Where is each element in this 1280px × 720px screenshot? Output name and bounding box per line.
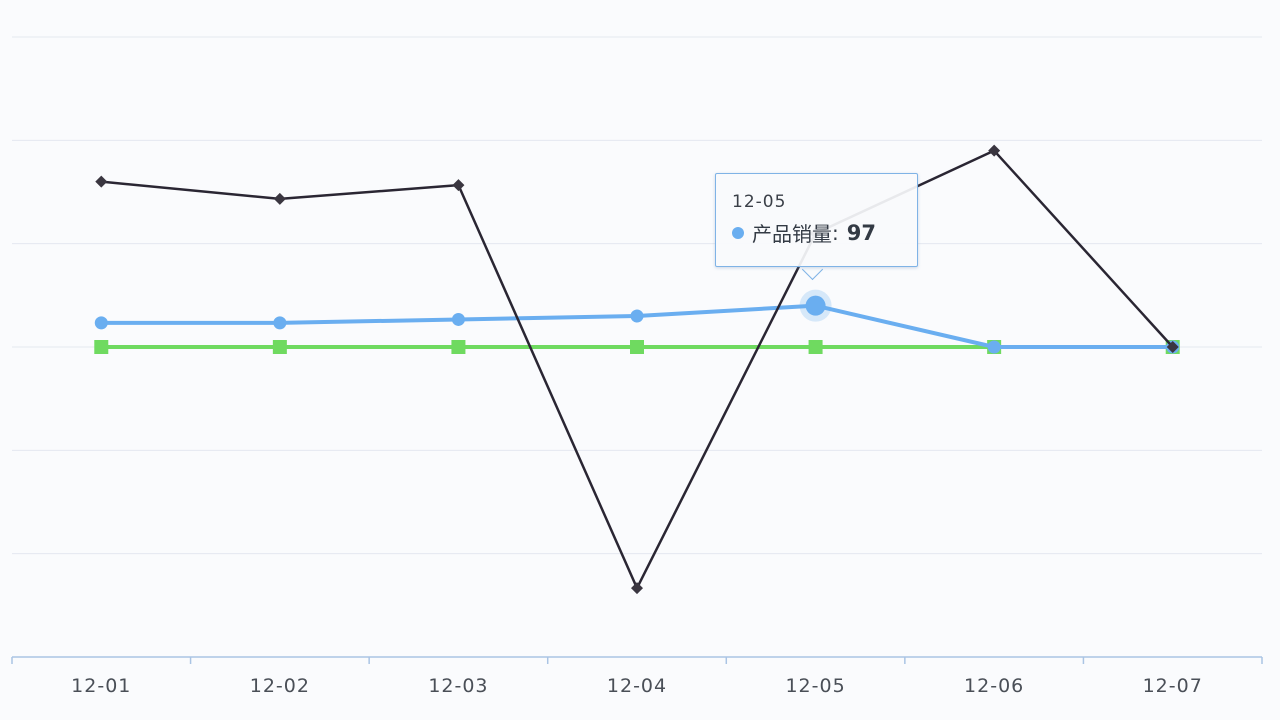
data-point[interactable]: [630, 340, 644, 354]
data-point[interactable]: [272, 340, 287, 354]
x-axis: 12-01 12-02 12-03 12-04 12-05 12-06 12-07: [11, 656, 1263, 697]
data-point[interactable]: [273, 192, 286, 205]
grid-lines: [12, 36, 1262, 555]
x-tick-label: 12-07: [1143, 675, 1203, 697]
data-point[interactable]: [988, 144, 1001, 157]
tooltip-value: 97: [846, 220, 876, 245]
tooltip: 12-05 产品销量 : 97: [715, 173, 918, 267]
data-point[interactable]: [94, 316, 108, 330]
series-layer: [94, 144, 1180, 595]
data-point[interactable]: [1166, 341, 1179, 353]
x-tick-label: 12-05: [785, 675, 845, 697]
tooltip-title: 12-05: [732, 192, 787, 212]
data-point[interactable]: [273, 316, 287, 330]
x-tick-label: 12-03: [428, 675, 488, 697]
x-tick-label: 12-04: [607, 675, 667, 697]
data-point[interactable]: [452, 179, 465, 192]
tooltip-series-name: 产品销量: [752, 222, 832, 246]
data-point[interactable]: [630, 309, 644, 323]
series-line: [101, 149, 1174, 590]
x-tick-label: 12-01: [71, 675, 131, 697]
data-point[interactable]: [987, 340, 1001, 354]
tooltip-series-dot: [732, 226, 744, 239]
tooltip-row: 产品销量 : 97: [732, 218, 917, 247]
data-point[interactable]: [95, 175, 108, 188]
data-point[interactable]: [451, 312, 465, 326]
data-point[interactable]: [631, 582, 643, 595]
data-point[interactable]: [805, 295, 826, 316]
data-point[interactable]: [808, 340, 823, 354]
x-tick-label: 12-06: [964, 675, 1024, 697]
tooltip-separator: :: [832, 220, 839, 245]
series-0: [95, 144, 1179, 595]
data-point[interactable]: [451, 340, 466, 354]
data-point[interactable]: [94, 340, 109, 354]
x-tick-label: 12-02: [250, 675, 310, 697]
